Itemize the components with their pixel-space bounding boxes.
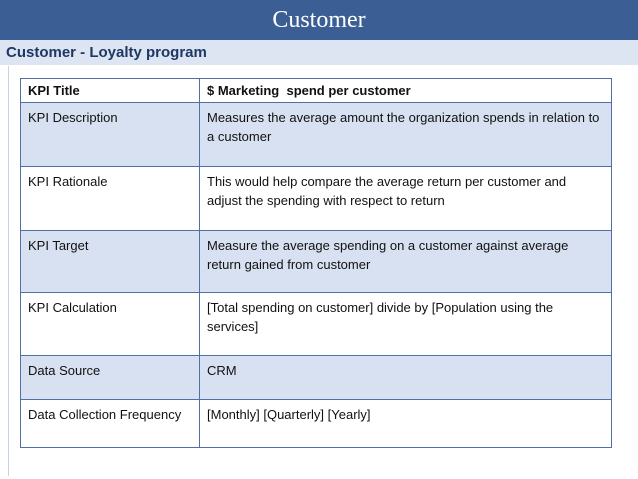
- row-label: KPI Target: [20, 230, 200, 293]
- row-value: [Total spending on customer] divide by […: [199, 292, 612, 356]
- row-label: KPI Description: [20, 102, 200, 167]
- row-label: KPI Rationale: [20, 166, 200, 231]
- row-value: Measure the average spending on a custom…: [199, 230, 612, 293]
- row-value: This would help compare the average retu…: [199, 166, 612, 231]
- table-row: KPI Title $ Marketing spend per customer: [20, 78, 612, 103]
- row-label: Data Collection Frequency: [20, 399, 200, 448]
- row-value: CRM: [199, 355, 612, 400]
- page-title: Customer: [0, 0, 638, 40]
- table-row: KPI Rationale This would help compare th…: [20, 166, 612, 231]
- kpi-table: KPI Title $ Marketing spend per customer…: [20, 78, 612, 448]
- table-row: KPI Description Measures the average amo…: [20, 102, 612, 167]
- row-value: $ Marketing spend per customer: [199, 78, 612, 103]
- table-row: KPI Calculation [Total spending on custo…: [20, 292, 612, 356]
- row-value: Measures the average amount the organiza…: [199, 102, 612, 167]
- section-subtitle: Customer - Loyalty program: [0, 40, 638, 65]
- row-label: KPI Title: [20, 78, 200, 103]
- table-row: Data Collection Frequency [Monthly] [Qua…: [20, 399, 612, 448]
- row-value: [Monthly] [Quarterly] [Yearly]: [199, 399, 612, 448]
- left-divider: [8, 66, 9, 476]
- row-label: KPI Calculation: [20, 292, 200, 356]
- table-row: KPI Target Measure the average spending …: [20, 230, 612, 293]
- row-label: Data Source: [20, 355, 200, 400]
- table-row: Data Source CRM: [20, 355, 612, 400]
